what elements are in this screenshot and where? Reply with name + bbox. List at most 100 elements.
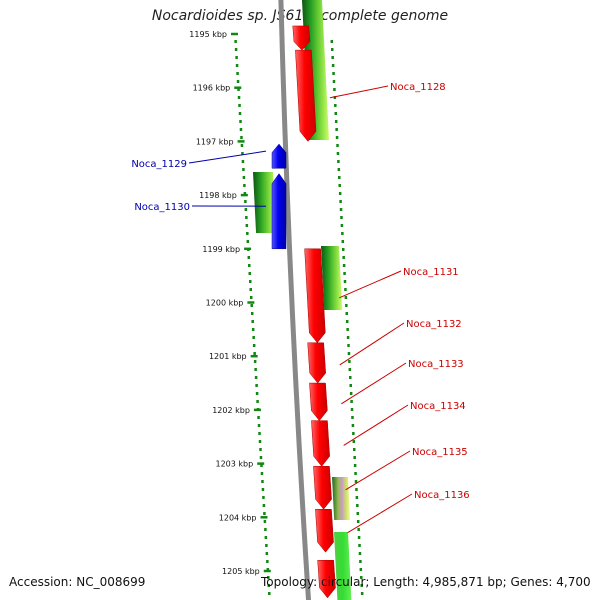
guide-dot-right: [343, 272, 346, 275]
guide-dot-left: [259, 448, 262, 451]
guide-dot-right: [360, 576, 363, 579]
guide-dot-right: [349, 392, 353, 395]
guide-dot-right: [353, 456, 356, 459]
gene-arrow[interactable]: [307, 342, 326, 384]
guide-dot-right: [342, 264, 346, 267]
guide-dot-right: [336, 144, 339, 147]
guide-dot-right: [332, 72, 335, 75]
guide-dot-left: [245, 216, 248, 219]
guide-dot-left: [253, 360, 257, 363]
genome-backbone-line: [278, 0, 312, 600]
gene-label[interactable]: Noca_1133: [408, 359, 464, 370]
tick-label: 1202 kbp: [212, 406, 250, 415]
guide-dot-left: [234, 48, 238, 51]
guide-dot-right: [334, 104, 337, 107]
guide-dot-left: [239, 128, 243, 131]
guide-dot-left: [241, 152, 244, 155]
gene-arrow[interactable]: [313, 466, 332, 510]
guide-dot-left: [236, 80, 240, 83]
guide-dot-right: [344, 288, 347, 291]
guide-dot-left: [258, 432, 261, 435]
gene-layer[interactable]: [271, 25, 336, 599]
gene-label-leader: [341, 362, 407, 405]
guide-dot-right: [358, 552, 362, 555]
gene-arrow[interactable]: [309, 382, 328, 422]
guide-dot-right: [354, 480, 358, 483]
guide-dot-right: [359, 568, 363, 571]
gene-label[interactable]: Noca_1136: [414, 490, 470, 501]
guide-dot-left: [263, 512, 266, 515]
guide-dot-right: [334, 112, 338, 115]
tick-label: 1200 kbp: [206, 299, 244, 308]
guide-dot-right: [345, 320, 349, 323]
gene-label[interactable]: Noca_1134: [410, 401, 466, 412]
genome-summary-text: Topology: circular; Length: 4,985,871 bp…: [261, 575, 591, 589]
tick-label: 1196 kbp: [193, 84, 231, 93]
guide-dot-right: [340, 216, 343, 219]
guide-dot-right: [331, 64, 335, 67]
guide-dot-left: [234, 40, 237, 43]
guide-dot-right: [345, 304, 348, 307]
guide-dot-left: [252, 344, 256, 347]
gene-arrow[interactable]: [317, 560, 336, 599]
guide-dot-right: [348, 360, 351, 363]
gene-label-leader: [339, 270, 402, 299]
guide-dot-right: [357, 528, 360, 531]
guide-dot-left: [259, 456, 263, 459]
tick-label: 1205 kbp: [222, 567, 260, 576]
guide-dot-left: [243, 184, 246, 187]
guide-dot-right: [338, 184, 341, 187]
feature-track: [334, 532, 352, 600]
gene-arrow[interactable]: [295, 49, 317, 142]
feature-track: [332, 477, 351, 520]
guide-dot-right: [352, 448, 356, 451]
gene-arrow[interactable]: [315, 508, 334, 553]
guide-dot-right: [336, 152, 340, 155]
guide-dot-right: [357, 536, 361, 539]
guide-dot-left: [265, 544, 268, 547]
guide-dot-right: [341, 240, 345, 243]
guide-dot-left: [257, 424, 261, 427]
guide-dot-left: [237, 96, 241, 99]
guide-dot-right: [350, 408, 354, 411]
guide-dot-right: [356, 512, 360, 515]
gene-label-leader: [345, 450, 411, 491]
label-layer[interactable]: Noca_1128 Noca_1129 Noca_1130 Noca_1131 Noca…: [131, 82, 470, 534]
guide-dot-right: [356, 520, 360, 523]
guide-dot-left: [250, 312, 254, 315]
guide-dot-right: [351, 424, 355, 427]
gene-arrow[interactable]: [271, 143, 287, 169]
guide-dot-right: [341, 248, 345, 251]
gene-label[interactable]: Noca_1129: [131, 159, 187, 170]
gene-label[interactable]: Noca_1130: [134, 202, 190, 213]
guide-dot-right: [333, 96, 337, 99]
guide-dot-left: [258, 440, 262, 443]
gene-label[interactable]: Noca_1128: [390, 82, 446, 93]
guide-dot-left: [247, 248, 250, 251]
gene-arrow[interactable]: [292, 25, 311, 51]
gene-arrow[interactable]: [271, 173, 287, 250]
guide-dot-right: [352, 432, 355, 435]
gene-arrow[interactable]: [304, 248, 326, 344]
guide-dot-left: [256, 408, 260, 411]
guide-dot-left: [243, 192, 247, 195]
guide-dot-left: [237, 88, 240, 91]
guide-dot-right: [340, 224, 344, 227]
guide-dot-right: [346, 328, 349, 331]
gene-arrow[interactable]: [311, 420, 330, 467]
gene-label[interactable]: Noca_1132: [406, 319, 462, 330]
feature-track: [321, 246, 343, 310]
guide-dot-right: [349, 384, 352, 387]
guide-dot-right: [360, 592, 364, 595]
guide-dot-left: [251, 320, 254, 323]
guide-dot-left: [246, 232, 249, 235]
feature-track: [253, 172, 277, 233]
gene-label[interactable]: Noca_1135: [412, 447, 468, 458]
guide-dot-left: [249, 280, 252, 283]
guide-dot-right: [337, 160, 340, 163]
guide-dot-right: [350, 400, 353, 403]
guide-dot-left: [236, 72, 239, 75]
guide-dot-left: [261, 488, 265, 491]
gene-label[interactable]: Noca_1131: [403, 267, 459, 278]
